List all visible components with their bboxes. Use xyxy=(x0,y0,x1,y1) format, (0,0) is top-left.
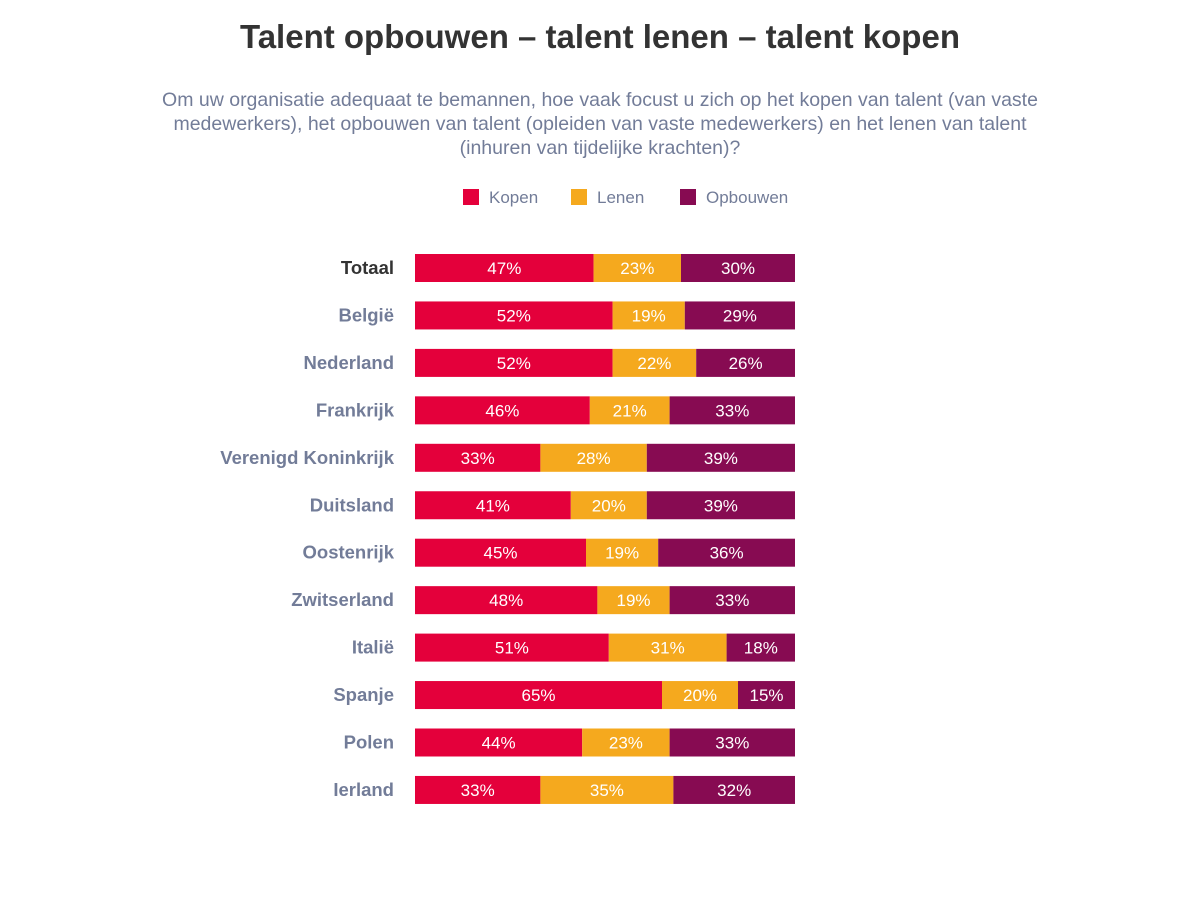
data-label: 19% xyxy=(605,544,639,563)
legend-swatch-kopen xyxy=(463,189,479,205)
bar-segment-opbouwen xyxy=(669,728,795,757)
bar-segment-kopen xyxy=(415,443,541,472)
data-label: 52% xyxy=(497,354,531,373)
bar-segment-opbouwen xyxy=(726,633,795,662)
bar-segment-opbouwen xyxy=(673,775,795,804)
category-label: Frankrijk xyxy=(316,399,395,420)
data-label: 28% xyxy=(577,449,611,468)
bar-segment-opbouwen xyxy=(669,586,795,615)
bar-segment-lenen xyxy=(582,728,670,757)
bar-segment-opbouwen xyxy=(658,538,795,567)
bar-segment-kopen xyxy=(415,728,583,757)
bar-segment-kopen xyxy=(415,491,571,520)
data-label: 31% xyxy=(651,639,685,658)
bar-segment-kopen xyxy=(415,538,586,567)
legend-label-kopen: Kopen xyxy=(489,188,538,207)
category-label: Ierland xyxy=(333,779,394,800)
data-label: 33% xyxy=(715,734,749,753)
category-label: Polen xyxy=(344,732,394,753)
category-label: Zwitserland xyxy=(291,589,394,610)
chart-title: Talent opbouwen – talent lenen – talent … xyxy=(240,18,960,55)
bar-segment-opbouwen xyxy=(684,301,795,330)
bar-segment-opbouwen xyxy=(681,254,795,282)
bar-segment-lenen xyxy=(593,254,681,282)
data-label: 20% xyxy=(592,496,626,515)
bar-segment-kopen xyxy=(415,254,594,282)
data-label: 32% xyxy=(717,781,751,800)
data-label: 22% xyxy=(637,354,671,373)
category-label: Italië xyxy=(352,637,394,658)
bar-segment-opbouwen xyxy=(646,443,795,472)
legend-swatch-opbouwen xyxy=(680,189,696,205)
data-label: 33% xyxy=(461,449,495,468)
legend-label-opbouwen: Opbouwen xyxy=(706,188,788,207)
data-label: 44% xyxy=(482,734,516,753)
data-label: 15% xyxy=(749,686,783,705)
data-label: 45% xyxy=(483,544,517,563)
bar-segment-lenen xyxy=(540,775,674,804)
legend-swatch-lenen xyxy=(571,189,587,205)
bar-segment-lenen xyxy=(540,443,647,472)
bar-segment-opbouwen xyxy=(646,491,795,520)
data-label: 36% xyxy=(710,544,744,563)
data-label: 39% xyxy=(704,449,738,468)
data-label: 23% xyxy=(620,259,654,278)
bar-segment-kopen xyxy=(415,681,662,710)
data-label: 18% xyxy=(744,639,778,658)
category-label: Nederland xyxy=(304,352,394,373)
category-label: Oostenrijk xyxy=(303,542,395,563)
data-label: 51% xyxy=(495,639,529,658)
data-label: 47% xyxy=(487,259,521,278)
data-label: 52% xyxy=(497,306,531,325)
data-label: 21% xyxy=(613,401,647,420)
data-label: 41% xyxy=(476,496,510,515)
bar-segment-lenen xyxy=(612,301,685,330)
bar-segment-opbouwen xyxy=(669,396,795,425)
bar-segment-lenen xyxy=(608,633,727,662)
data-label: 48% xyxy=(489,591,523,610)
bar-segment-kopen xyxy=(415,301,613,330)
bar-segment-lenen xyxy=(586,538,659,567)
data-label: 19% xyxy=(616,591,650,610)
data-label: 33% xyxy=(715,591,749,610)
bar-segment-kopen xyxy=(415,586,598,615)
data-label: 39% xyxy=(704,496,738,515)
bar-segment-opbouwen xyxy=(696,348,795,377)
data-label: 33% xyxy=(461,781,495,800)
bar-segment-opbouwen xyxy=(738,681,795,710)
bar-segment-kopen xyxy=(415,396,590,425)
category-label: Duitsland xyxy=(310,494,394,515)
bar-segment-kopen xyxy=(415,633,609,662)
legend-label-lenen: Lenen xyxy=(597,188,644,207)
category-label: Totaal xyxy=(341,257,394,278)
bar-segment-lenen xyxy=(570,491,647,520)
data-label: 33% xyxy=(715,401,749,420)
category-label: België xyxy=(338,304,394,325)
data-label: 19% xyxy=(632,306,666,325)
category-label: Verenigd Koninkrijk xyxy=(220,447,394,468)
bar-segment-lenen xyxy=(597,586,670,615)
chart-subtitle: Om uw organisatie adequaat te bemannen, … xyxy=(162,89,1038,159)
data-label: 35% xyxy=(590,781,624,800)
bar-segment-kopen xyxy=(415,348,613,377)
data-label: 29% xyxy=(723,306,757,325)
data-label: 26% xyxy=(729,354,763,373)
bar-segment-lenen xyxy=(612,348,697,377)
data-label: 20% xyxy=(683,686,717,705)
bar-segment-lenen xyxy=(589,396,670,425)
data-label: 65% xyxy=(521,686,555,705)
bar-segment-lenen xyxy=(662,681,738,710)
bar-segment-kopen xyxy=(415,775,541,804)
category-label: Spanje xyxy=(333,684,394,705)
data-label: 30% xyxy=(721,259,755,278)
data-label: 23% xyxy=(609,734,643,753)
data-label: 46% xyxy=(485,401,519,420)
